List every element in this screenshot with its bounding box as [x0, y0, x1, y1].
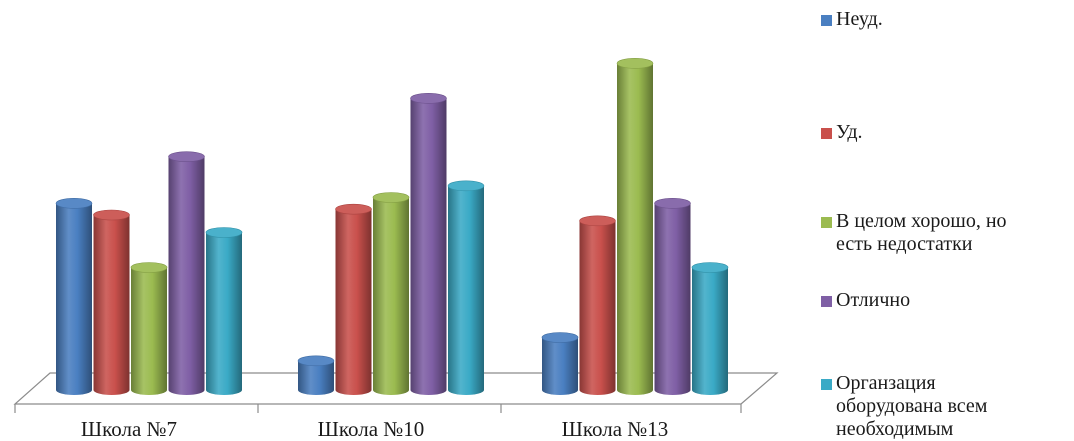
bar [55, 198, 93, 395]
x-tick-label: Школа №7 [81, 417, 177, 439]
bar-top [130, 262, 168, 273]
bar-top [93, 209, 130, 221]
bar-top [691, 262, 729, 273]
legend-swatch [821, 128, 832, 139]
bar [410, 93, 447, 395]
bar-body [298, 360, 334, 395]
legend-label: Отлично [836, 289, 911, 311]
bar-body [131, 267, 167, 395]
bar-body [617, 63, 653, 395]
bar-top [168, 151, 205, 162]
chart-plot: Школа №7 Школа №10 Школа №13 [13, 58, 779, 439]
bar-top [205, 227, 243, 238]
legend-swatch [821, 15, 832, 26]
bar-body [448, 185, 484, 395]
chart-legend: Неуд. Уд. В целом хорошо, но есть недостат… [821, 0, 1071, 441]
bar [616, 58, 654, 395]
bar-top [654, 198, 691, 209]
bar-body [654, 203, 691, 395]
bar-top [410, 93, 447, 104]
bar-group-3 [541, 58, 729, 395]
bar [297, 355, 335, 395]
bar-body [206, 232, 242, 395]
bar-body [335, 209, 372, 395]
bar [93, 209, 130, 395]
bar-top [541, 332, 579, 343]
legend-item: Органзация оборудована всем необходимым [821, 372, 1071, 441]
bar-top [297, 355, 335, 367]
bar-group [55, 58, 729, 395]
bar [541, 332, 579, 395]
bar-top [447, 180, 485, 192]
bar-body [579, 220, 616, 395]
x-axis: Школа №7 Школа №10 Школа №13 [14, 404, 742, 439]
bar-top [372, 192, 410, 203]
bar [130, 262, 168, 395]
bar [168, 151, 205, 395]
bar-group-2 [297, 93, 485, 395]
bar-body [692, 267, 728, 395]
legend-label: Органзация оборудована всем необходимым [836, 372, 988, 440]
bar [579, 215, 616, 395]
bar [654, 198, 691, 395]
legend-label: Уд. [836, 121, 863, 143]
bar [372, 192, 410, 395]
legend-item: В целом хорошо, но есть недостатки [821, 210, 1071, 256]
legend-swatch [821, 379, 832, 390]
legend-item: Уд. [821, 121, 1071, 144]
bar-top [335, 203, 372, 215]
legend-item: Неуд. [821, 8, 1071, 31]
legend-swatch [821, 217, 832, 228]
bar [691, 262, 729, 395]
legend-label: В целом хорошо, но есть недостатки [836, 210, 1007, 255]
bar-body [168, 156, 205, 395]
bar-top [55, 198, 93, 209]
bar [447, 180, 485, 395]
bar-body [56, 203, 92, 395]
legend-swatch [821, 296, 832, 307]
x-tick-label: Школа №10 [318, 417, 425, 439]
x-tick-label: Школа №13 [562, 417, 669, 439]
bar-group-1 [55, 151, 243, 395]
legend-label: Неуд. [836, 8, 883, 30]
bar [335, 203, 372, 395]
bar-body [542, 337, 578, 395]
bar-body [93, 215, 130, 395]
legend-item: Отлично [821, 289, 1071, 312]
bar-top [579, 215, 616, 227]
bar-body [373, 197, 409, 395]
bar-body [410, 98, 447, 395]
bar [205, 227, 243, 395]
bar-top [616, 58, 654, 69]
